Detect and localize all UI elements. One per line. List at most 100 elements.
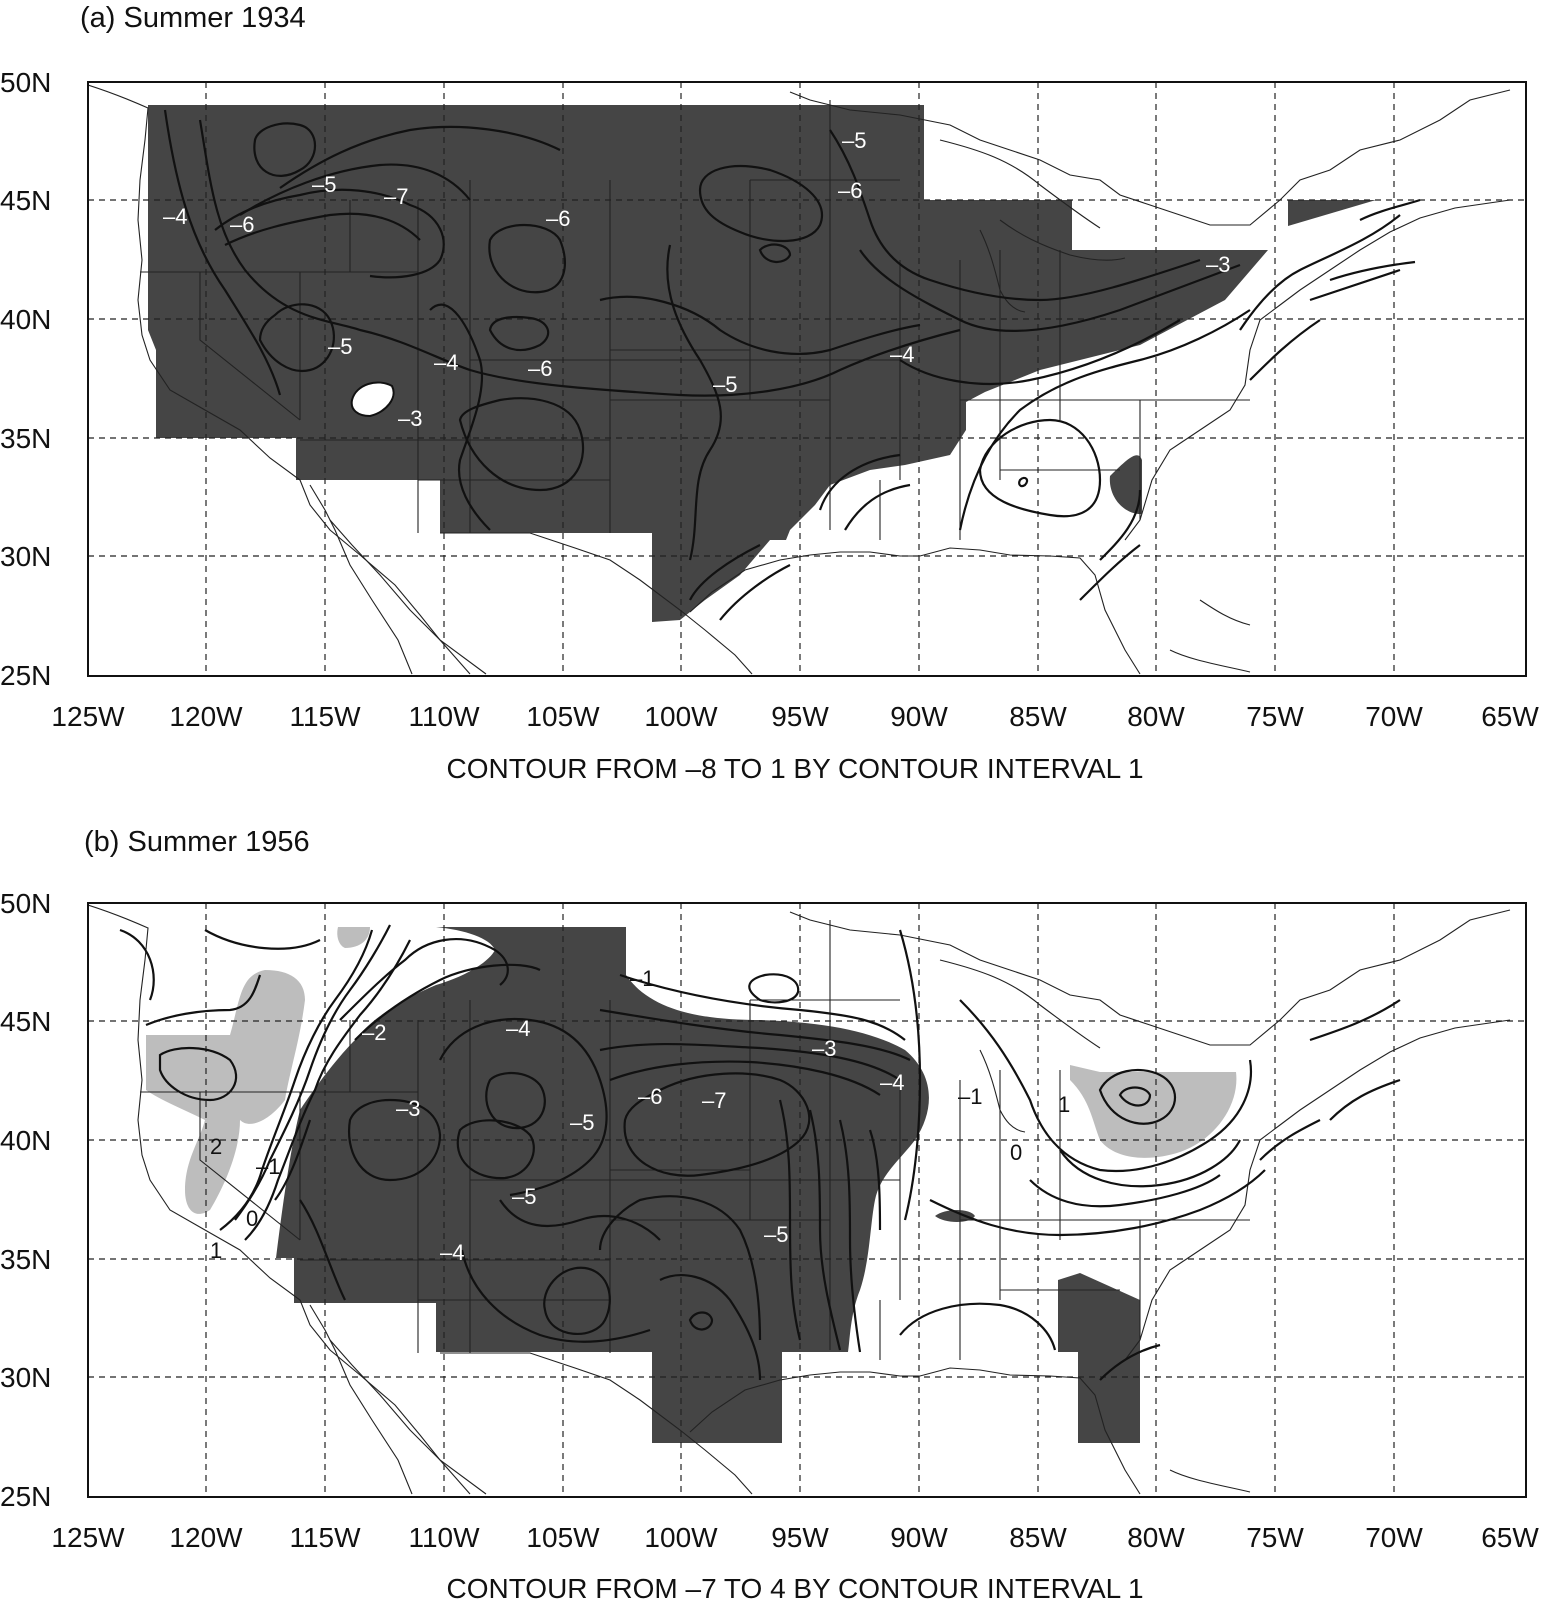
panel-a-title: (a) Summer 1934 <box>80 2 306 34</box>
contour-label: 1 <box>210 1238 222 1263</box>
x-tick-label: 75W <box>1246 701 1304 732</box>
panel-b-map: –1 –4 –2 –3 –3 –4 –6 –7 –5 –5 –4 –5 –1 1… <box>88 903 1526 1497</box>
contour-label: –4 <box>880 1070 904 1095</box>
x-tick-label: 100W <box>644 1522 718 1553</box>
panel-b-x-axis: 125W 120W 115W 110W 105W 100W 95W 90W 85… <box>51 1522 1539 1553</box>
x-tick-label: 120W <box>169 1522 243 1553</box>
y-tick-label: 45N <box>0 1006 51 1037</box>
contour-label: –5 <box>570 1110 594 1135</box>
panel-a-grid <box>88 82 1526 676</box>
contour-label: –5 <box>328 334 352 359</box>
y-tick-label: 30N <box>0 541 51 572</box>
contour-label: –3 <box>396 1096 420 1121</box>
contour-label: –6 <box>638 1084 662 1109</box>
x-tick-label: 110W <box>408 701 480 732</box>
panel-b-frame <box>87 902 1527 1498</box>
contour-label: –5 <box>312 172 336 197</box>
panel-b-y-axis: 50N 45N 40N 35N 30N 25N <box>0 888 51 1512</box>
x-tick-label: 95W <box>771 701 829 732</box>
x-tick-label: 125W <box>51 701 125 732</box>
contour-label: –1 <box>630 966 654 991</box>
x-tick-label: 110W <box>408 1522 480 1553</box>
x-tick-label: 80W <box>1127 1522 1185 1553</box>
panel-b: (b) Summer 1956 <box>0 826 1539 1604</box>
contour-label: 2 <box>210 1134 222 1159</box>
panel-a-white-hole <box>350 381 395 418</box>
x-tick-label: 125W <box>51 1522 125 1553</box>
x-tick-label: 115W <box>289 1522 361 1553</box>
panel-a-coastlines <box>88 84 1511 675</box>
panel-a: (a) Summer 1934 <box>0 2 1539 784</box>
y-tick-label: 40N <box>0 1125 51 1156</box>
contour-label: –3 <box>398 406 422 431</box>
x-tick-label: 120W <box>169 701 243 732</box>
contour-label: –7 <box>384 184 408 209</box>
panel-a-y-axis: 50N 45N 40N 35N 30N 25N <box>0 67 51 691</box>
panel-b-state-borders <box>140 920 1250 1360</box>
panel-b-caption: CONTOUR FROM –7 TO 4 BY CONTOUR INTERVAL… <box>446 1573 1143 1604</box>
contour-label: –4 <box>434 350 458 375</box>
panel-a-state-borders <box>140 100 1250 540</box>
contour-label: –4 <box>506 1016 530 1041</box>
contour-label: –7 <box>702 1088 726 1113</box>
x-tick-label: 105W <box>526 1522 600 1553</box>
contour-label: –3 <box>1206 252 1230 277</box>
contour-label: –5 <box>842 128 866 153</box>
x-tick-label: 65W <box>1481 701 1539 732</box>
y-tick-label: 30N <box>0 1362 51 1393</box>
contour-label: –4 <box>163 204 187 229</box>
contour-label: –1 <box>958 1084 982 1109</box>
x-tick-label: 85W <box>1009 701 1067 732</box>
x-tick-label: 85W <box>1009 1522 1067 1553</box>
panel-a-map: –4 –6 –5 –7 –6 –5 –6 –3 –5 –4 –6 –5 –4 –… <box>88 82 1526 676</box>
x-tick-label: 80W <box>1127 701 1185 732</box>
contour-label: –5 <box>512 1184 536 1209</box>
y-tick-label: 35N <box>0 1244 51 1275</box>
panel-b-contours <box>119 924 1401 1381</box>
y-tick-label: 50N <box>0 888 51 919</box>
x-tick-label: 95W <box>771 1522 829 1553</box>
x-tick-label: 75W <box>1246 1522 1304 1553</box>
contour-label: 1 <box>1058 1092 1070 1117</box>
x-tick-label: 90W <box>890 1522 948 1553</box>
panel-a-caption: CONTOUR FROM –8 TO 1 BY CONTOUR INTERVAL… <box>446 753 1143 784</box>
panel-b-grid <box>88 903 1526 1497</box>
x-tick-label: 90W <box>890 701 948 732</box>
x-tick-label: 115W <box>289 701 361 732</box>
contour-label: –5 <box>764 1222 788 1247</box>
contour-label: –1 <box>256 1154 280 1179</box>
y-tick-label: 25N <box>0 1481 51 1512</box>
panel-a-contour-labels: –4 –6 –5 –7 –6 –5 –6 –3 –5 –4 –6 –5 –4 –… <box>163 128 1230 431</box>
panel-b-dark-shading-ms <box>935 1210 975 1222</box>
contour-label: –4 <box>890 342 914 367</box>
panel-b-contour-labels: –1 –4 –2 –3 –3 –4 –6 –7 –5 –5 –4 –5 –1 1… <box>210 966 1070 1265</box>
contour-label: –6 <box>838 178 862 203</box>
contour-label: 0 <box>1010 1140 1022 1165</box>
panel-b-light-shading-nw <box>337 927 370 948</box>
x-tick-label: 70W <box>1365 701 1423 732</box>
contour-label: –6 <box>528 356 552 381</box>
contour-label: –4 <box>440 1240 464 1265</box>
contour-label: –5 <box>713 372 737 397</box>
panel-b-dark-shading-se <box>1058 1273 1140 1443</box>
y-tick-label: 35N <box>0 423 51 454</box>
contour-label: –6 <box>230 212 254 237</box>
panel-a-x-axis: 125W 120W 115W 110W 105W 100W 95W 90W 85… <box>51 701 1539 732</box>
panel-a-dark-shading <box>148 105 1268 622</box>
y-tick-label: 50N <box>0 67 51 98</box>
x-tick-label: 70W <box>1365 1522 1423 1553</box>
contour-label: –3 <box>812 1036 836 1061</box>
contour-label: 0 <box>246 1206 258 1231</box>
x-tick-label: 100W <box>644 701 718 732</box>
panel-b-light-shading-e <box>1070 1065 1237 1158</box>
contour-label: –6 <box>546 206 570 231</box>
y-tick-label: 40N <box>0 304 51 335</box>
panel-a-contours <box>163 109 1421 621</box>
panel-b-title: (b) Summer 1956 <box>84 826 310 858</box>
x-tick-label: 105W <box>526 701 600 732</box>
contour-label: –2 <box>362 1020 386 1045</box>
panel-a-dark-shading-ne <box>1288 200 1376 226</box>
panel-b-dark-shading <box>276 927 929 1443</box>
panel-a-frame <box>87 81 1527 677</box>
